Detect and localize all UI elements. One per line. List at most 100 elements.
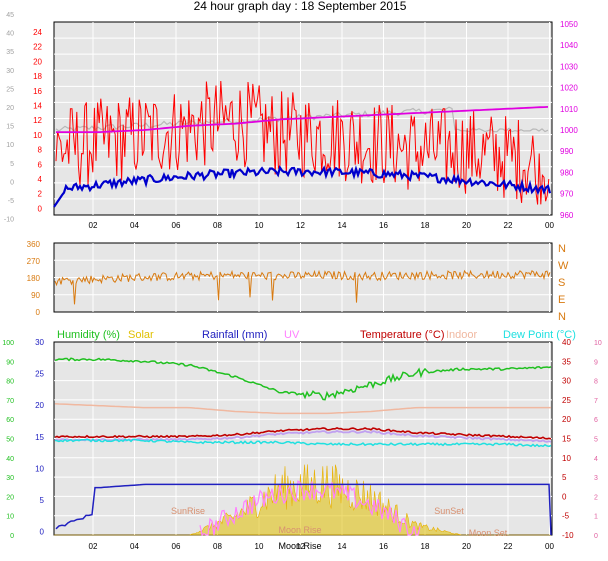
wind-y-tick: 24: [33, 28, 42, 37]
direction-compass-label: N: [558, 243, 566, 255]
wind-outer-tick: 5: [10, 161, 14, 168]
temp-y-tick: 5: [562, 473, 567, 482]
baro-y-tick: 960: [560, 211, 574, 220]
wind-outer-tick: 45: [6, 12, 14, 19]
temperature-line: [54, 427, 552, 440]
wind-y-tick: 4: [38, 175, 43, 184]
wind-outer-tick: 40: [6, 31, 14, 38]
wind-y-tick: 6: [38, 160, 43, 169]
wind-y-tick: 8: [38, 146, 43, 155]
wind-y-tick: 12: [33, 116, 42, 125]
wind-y-tick: 0: [38, 204, 43, 213]
x-tick-label: 10: [255, 542, 264, 551]
rain-y-tick: 25: [35, 370, 44, 379]
uv-y-tick: 2: [594, 494, 598, 501]
wind-outer-tick: -5: [8, 198, 14, 205]
uv-y-tick: 4: [594, 456, 598, 463]
humidity-y-tick: 10: [6, 514, 14, 521]
wind-outer-tick: 30: [6, 68, 14, 75]
legend-item: Rainfall (mm): [202, 329, 267, 341]
humidity-y-tick: 70: [6, 398, 14, 405]
temp-y-tick: -10: [562, 531, 574, 540]
sun-moon-annotation: SunSet: [434, 506, 464, 516]
temp-y-tick: 15: [562, 435, 571, 444]
x-tick-label: 16: [379, 221, 388, 230]
rain-line: [55, 483, 552, 536]
uv-y-tick: 8: [594, 379, 598, 386]
baro-line: [56, 106, 549, 134]
baro-y-tick: 1020: [560, 84, 578, 93]
wind-outer-tick: 0: [10, 179, 14, 186]
temp-y-tick: 30: [562, 377, 571, 386]
direction-y-tick: 0: [36, 308, 41, 317]
temp-apparent-line: [54, 429, 552, 443]
wind-outer-tick: 35: [6, 49, 14, 56]
baro-y-tick: 990: [560, 147, 574, 156]
x-tick-label: 16: [379, 542, 388, 551]
uv-y-tick: 1: [594, 514, 598, 521]
x-tick-label: 14: [338, 542, 347, 551]
uv-y-tick: 9: [594, 359, 598, 366]
sun-moon-annotation: Moon Rise: [278, 525, 321, 535]
legend-item: Indoor: [446, 329, 478, 341]
x-tick-label: 00: [545, 221, 554, 230]
x-tick-label: 18: [421, 221, 430, 230]
uv-y-tick: 3: [594, 475, 598, 482]
direction-y-tick: 90: [31, 291, 40, 300]
rain-y-tick: 10: [35, 464, 44, 473]
wind-y-tick: 10: [33, 131, 42, 140]
humidity-y-tick: 50: [6, 437, 14, 444]
baro-y-tick: 1010: [560, 105, 578, 114]
legend-item: Humidity (%): [57, 329, 120, 341]
x-tick-label: 04: [130, 221, 139, 230]
direction-line: [54, 269, 551, 305]
humidity-y-tick: 30: [6, 475, 14, 482]
wind-outer-tick: 20: [6, 105, 14, 112]
baro-y-tick: 1050: [560, 20, 578, 29]
x-tick-label: 22: [504, 221, 513, 230]
rain-y-tick: 15: [35, 433, 44, 442]
humidity-y-tick: 100: [2, 340, 14, 347]
wind-outer-tick: -10: [4, 217, 14, 224]
baro-y-tick: 1040: [560, 41, 578, 50]
humidity-y-tick: 20: [6, 494, 14, 501]
temp-y-tick: 0: [562, 492, 567, 501]
temp-y-tick: 35: [562, 357, 571, 366]
x-tick-label: 22: [504, 542, 513, 551]
x-tick-label: 00: [545, 542, 554, 551]
wind-y-tick: 2: [38, 190, 43, 199]
indoor-line: [54, 403, 551, 415]
rain-y-tick: 30: [35, 338, 44, 347]
wind-outer-tick: 15: [6, 124, 14, 131]
uv-y-tick: 0: [594, 533, 598, 540]
humidity-y-tick: 0: [10, 533, 14, 540]
humidity-line: [54, 357, 552, 401]
sun-moon-annotation: Moon Set: [469, 528, 508, 538]
baro-y-tick: 1030: [560, 62, 578, 71]
uv-y-tick: 7: [594, 398, 598, 405]
legend-item: Temperature (°C): [360, 329, 444, 341]
legend-item: UV: [284, 329, 300, 341]
x-tick-label: 02: [89, 542, 98, 551]
humidity-y-tick: 40: [6, 456, 14, 463]
direction-compass-label: E: [558, 294, 565, 306]
x-tick-label: 20: [462, 542, 471, 551]
x-tick-label: 14: [338, 221, 347, 230]
wind-y-tick: 22: [33, 43, 42, 52]
humidity-y-tick: 90: [6, 359, 14, 366]
legend-item: Dew Point (°C): [503, 329, 576, 341]
x-tick-label: 12: [296, 542, 305, 551]
x-tick-label: 06: [172, 542, 181, 551]
humidity-y-tick: 80: [6, 379, 14, 386]
wind-y-tick: 20: [33, 57, 42, 66]
x-tick-label: 12: [296, 221, 305, 230]
x-tick-label: 08: [213, 542, 222, 551]
x-tick-label: 04: [130, 542, 139, 551]
baro-y-tick: 970: [560, 190, 574, 199]
wind-avg-line: [53, 164, 552, 208]
direction-y-tick: 360: [27, 240, 41, 249]
dewpoint-line: [54, 438, 552, 448]
temp-y-tick: 20: [562, 415, 571, 424]
